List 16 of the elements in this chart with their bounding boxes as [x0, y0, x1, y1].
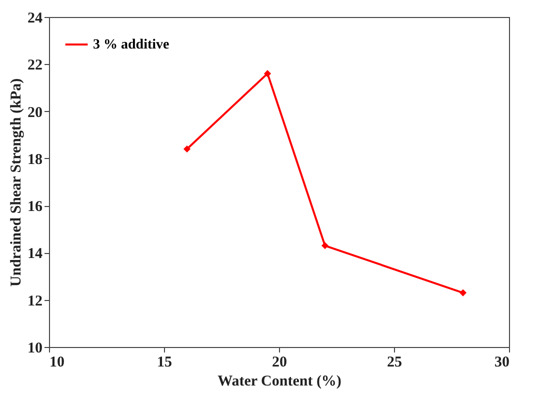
x-tick-label: 20: [272, 354, 287, 370]
x-tick-label: 15: [157, 354, 172, 370]
x-tick-label: 10: [50, 354, 64, 370]
y-tick-label: 20: [28, 104, 42, 121]
y-tick-label: 24: [28, 10, 43, 26]
y-tick-label: 12: [28, 293, 42, 310]
y-tick-label: 18: [28, 152, 42, 168]
y-axis-title: Undrained Shear Strength (kPa): [8, 78, 24, 287]
x-axis-title: Water Content (%): [218, 374, 342, 390]
y-tick-label: 22: [28, 58, 42, 74]
x-tick-label: 25: [387, 354, 402, 370]
legend-label: 3 % additive: [93, 38, 170, 52]
x-tick-label: 30: [494, 354, 510, 370]
y-tick-label: 16: [28, 199, 43, 216]
y-tick-label: 14: [28, 246, 43, 262]
y-tick-label: 10: [28, 340, 42, 356]
